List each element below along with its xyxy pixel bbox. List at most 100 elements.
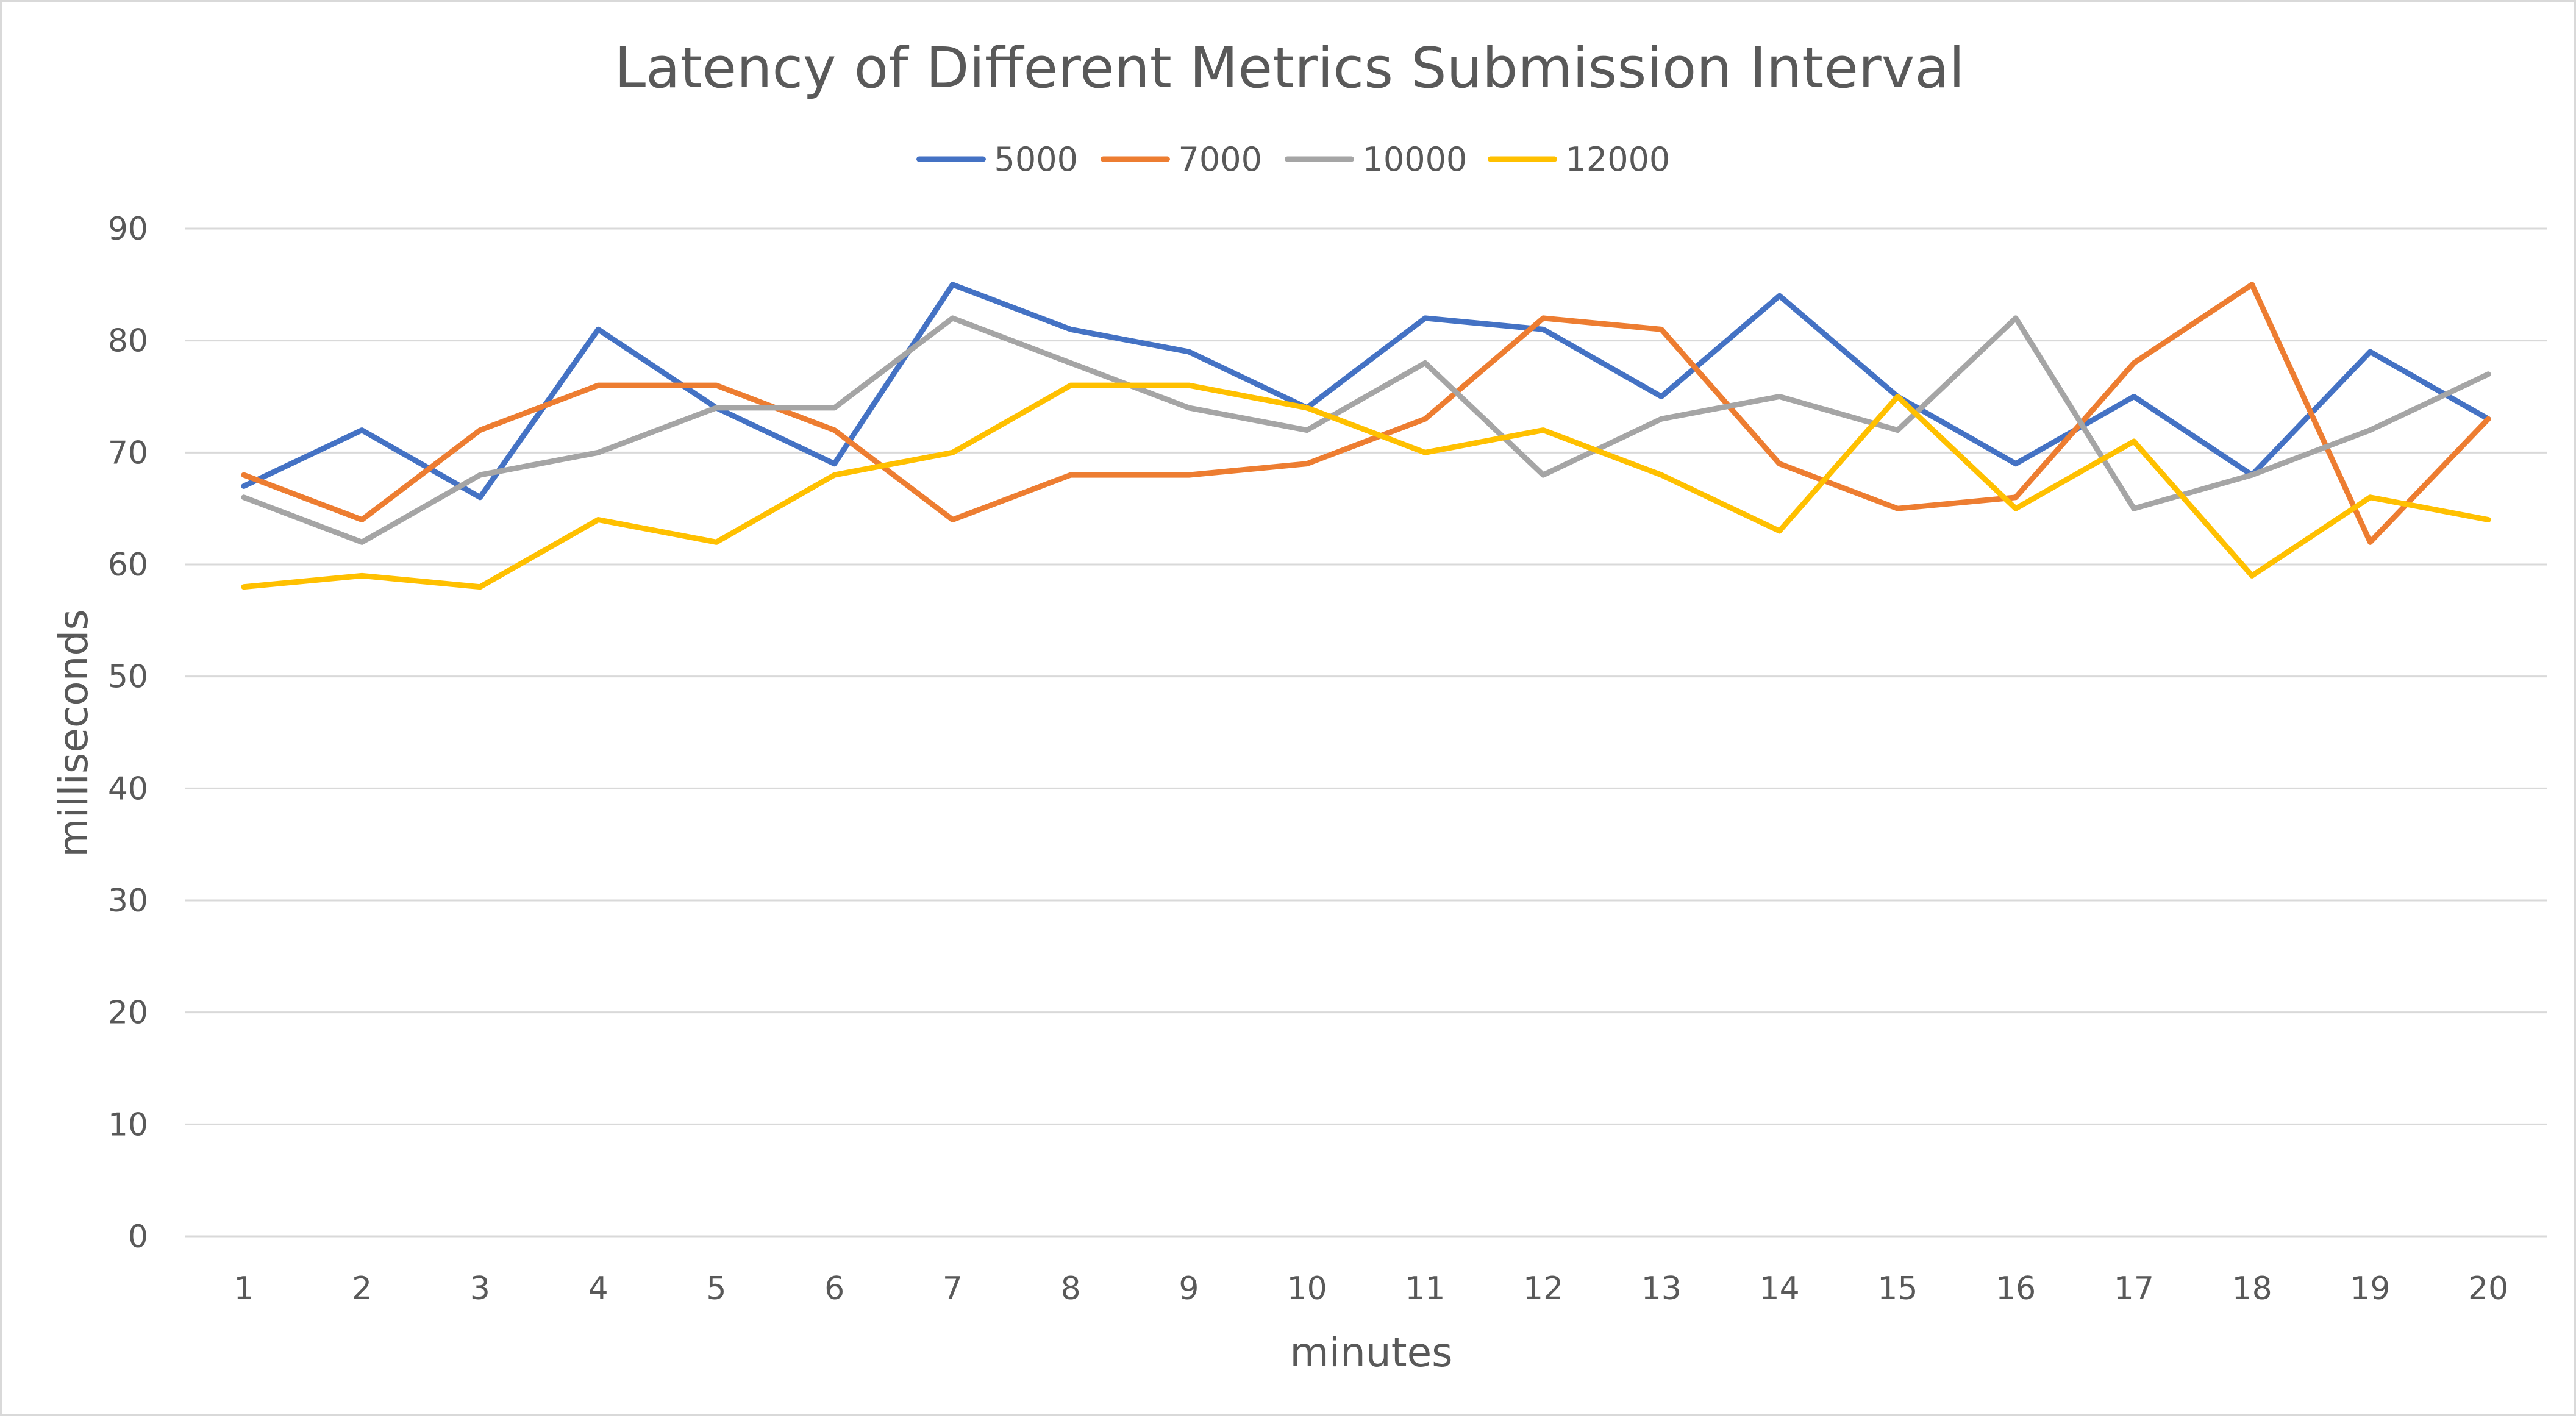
data-point-10000-5: [716, 407, 717, 408]
x-tick-label-7: 7: [943, 1270, 963, 1307]
data-point-5000-12: [1543, 329, 1544, 330]
data-point-5000-8: [1070, 329, 1071, 330]
y-axis-label: milliseconds: [50, 609, 97, 857]
data-point-7000-7: [952, 519, 953, 521]
data-point-5000-2: [362, 430, 363, 431]
data-point-7000-1: [243, 474, 244, 476]
data-point-5000-3: [479, 497, 480, 498]
data-point-12000-20: [2488, 519, 2489, 521]
series-line-5000: [241, 282, 2491, 501]
data-point-10000-3: [479, 474, 480, 476]
data-point-5000-13: [1661, 396, 1662, 397]
data-point-10000-4: [598, 452, 599, 453]
data-point-12000-18: [2252, 575, 2253, 576]
data-point-12000-19: [2369, 497, 2371, 498]
data-point-12000-3: [479, 586, 480, 588]
x-tick-label-12: 12: [1523, 1270, 1563, 1307]
series-line-10000: [241, 315, 2491, 545]
data-point-12000-15: [1897, 396, 1898, 397]
data-point-12000-1: [243, 586, 244, 588]
data-point-10000-13: [1661, 418, 1662, 419]
x-tick-label-10: 10: [1287, 1270, 1327, 1307]
y-tick-label-40: 40: [108, 771, 148, 807]
data-point-12000-6: [834, 474, 835, 476]
data-point-10000-6: [834, 407, 835, 408]
data-point-7000-6: [834, 430, 835, 431]
x-axis-tick-labels: 1 2 3 4 5 6 7 8 9 10 11 12 13 14 15 16 17 18 19 20: [234, 1270, 2508, 1307]
data-point-7000-14: [1779, 463, 1780, 465]
data-point-7000-20: [2488, 418, 2489, 419]
data-point-10000-15: [1897, 430, 1898, 431]
data-point-5000-19: [2369, 351, 2371, 352]
y-tick-label-10: 10: [108, 1106, 148, 1143]
x-tick-label-17: 17: [2114, 1270, 2154, 1307]
data-point-10000-7: [952, 318, 953, 319]
data-point-12000-13: [1661, 474, 1662, 476]
gridlines: [185, 227, 2547, 1238]
data-point-5000-17: [2133, 396, 2135, 397]
data-point-7000-8: [1070, 474, 1071, 476]
x-tick-label-5: 5: [706, 1270, 726, 1307]
data-point-5000-4: [598, 329, 599, 330]
data-point-10000-8: [1070, 362, 1071, 363]
y-tick-label-0: 0: [128, 1219, 148, 1255]
data-point-10000-17: [2133, 508, 2135, 509]
data-point-7000-9: [1188, 474, 1190, 476]
y-tick-label-60: 60: [108, 547, 148, 583]
chart-title: Latency of Different Metrics Submission …: [615, 35, 1964, 101]
data-point-12000-9: [1188, 385, 1190, 386]
data-point-10000-14: [1779, 396, 1780, 397]
y-tick-label-70: 70: [108, 435, 148, 471]
data-point-7000-2: [362, 519, 363, 521]
data-point-7000-11: [1424, 418, 1425, 419]
legend-label-10000: 10000: [1363, 140, 1468, 179]
data-point-7000-3: [479, 430, 480, 431]
data-point-12000-5: [716, 541, 717, 543]
x-tick-label-14: 14: [1760, 1270, 1800, 1307]
data-point-12000-7: [952, 452, 953, 453]
y-tick-label-20: 20: [108, 995, 148, 1031]
data-point-10000-16: [2015, 318, 2016, 319]
x-tick-label-3: 3: [470, 1270, 490, 1307]
data-point-10000-20: [2488, 374, 2489, 375]
data-point-10000-2: [362, 541, 363, 543]
data-point-7000-15: [1897, 508, 1898, 509]
x-tick-label-8: 8: [1061, 1270, 1081, 1307]
data-point-7000-4: [598, 385, 599, 386]
y-tick-label-50: 50: [108, 659, 148, 696]
x-tick-label-6: 6: [824, 1270, 844, 1307]
data-point-5000-7: [952, 284, 953, 285]
data-point-12000-17: [2133, 441, 2135, 442]
series-lines: [241, 282, 2491, 590]
legend-label-7000: 7000: [1179, 140, 1262, 179]
x-tick-label-13: 13: [1641, 1270, 1682, 1307]
data-point-10000-11: [1424, 362, 1425, 363]
legend: 5000 7000 10000 12000: [916, 140, 1670, 179]
data-point-7000-13: [1661, 329, 1662, 330]
legend-label-5000: 5000: [994, 140, 1078, 179]
data-point-12000-4: [598, 519, 599, 521]
x-tick-label-16: 16: [1996, 1270, 2036, 1307]
data-point-7000-16: [2015, 497, 2016, 498]
data-point-10000-12: [1543, 474, 1544, 476]
y-tick-label-30: 30: [108, 883, 148, 919]
data-point-7000-10: [1307, 463, 1308, 465]
data-point-12000-11: [1424, 452, 1425, 453]
data-point-10000-19: [2369, 430, 2371, 431]
y-tick-label-80: 80: [108, 323, 148, 360]
data-point-7000-17: [2133, 362, 2135, 363]
data-point-12000-14: [1779, 530, 1780, 532]
data-point-12000-16: [2015, 508, 2016, 509]
y-tick-label-90: 90: [108, 211, 148, 248]
data-point-12000-2: [362, 575, 363, 576]
x-tick-label-18: 18: [2232, 1270, 2272, 1307]
data-point-5000-11: [1424, 318, 1425, 319]
data-point-12000-10: [1307, 407, 1308, 408]
data-point-5000-14: [1779, 295, 1780, 296]
x-axis-label: minutes: [1290, 1329, 1452, 1376]
data-point-10000-18: [2252, 474, 2253, 476]
data-point-12000-12: [1543, 430, 1544, 431]
data-point-5000-9: [1188, 351, 1190, 352]
